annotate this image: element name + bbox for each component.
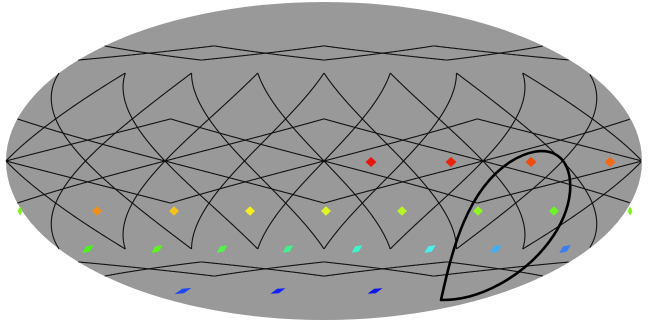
grid-line [433,261,569,277]
marker [490,244,502,254]
marker [627,206,633,216]
marker [367,288,383,294]
marker [92,206,102,216]
grid-line [214,261,325,277]
marker [351,245,363,253]
grid-line [456,74,598,250]
marker [473,206,483,216]
marker [216,245,228,253]
grid-line [323,45,447,61]
marker [321,206,331,216]
marker [17,206,23,216]
grid-line [214,45,325,61]
grid-line [50,72,192,250]
grid-line [323,73,457,250]
grid-line [323,160,484,204]
grid-line [170,118,325,162]
grid-line [17,118,166,162]
grid-line [477,160,641,204]
grid-line [257,72,391,250]
teardrop-outline [439,149,572,302]
marker [604,157,616,167]
grid-line [323,261,447,277]
grid-line [323,118,484,162]
grid-line [522,72,642,161]
marker [174,287,192,295]
grid-line [433,45,569,61]
grid-line [5,160,126,250]
marker [445,157,457,167]
grid-line [17,160,166,204]
marker [397,206,407,216]
healpix-grid [5,45,642,277]
marker [365,157,377,167]
grid-line [5,72,126,162]
grid-line [104,261,202,277]
marker [424,244,436,254]
grid-line [170,160,325,204]
marker [82,244,94,254]
marker [282,245,294,253]
marker [151,244,163,254]
grid-line [522,161,642,250]
marker [270,288,286,294]
marker [559,244,571,254]
grid-line [104,45,202,61]
grid-line [191,72,325,249]
marker [169,206,179,216]
marker [525,157,537,167]
grid-line [477,118,641,162]
marker [245,206,255,216]
marker [549,206,559,216]
data-markers [17,157,633,295]
